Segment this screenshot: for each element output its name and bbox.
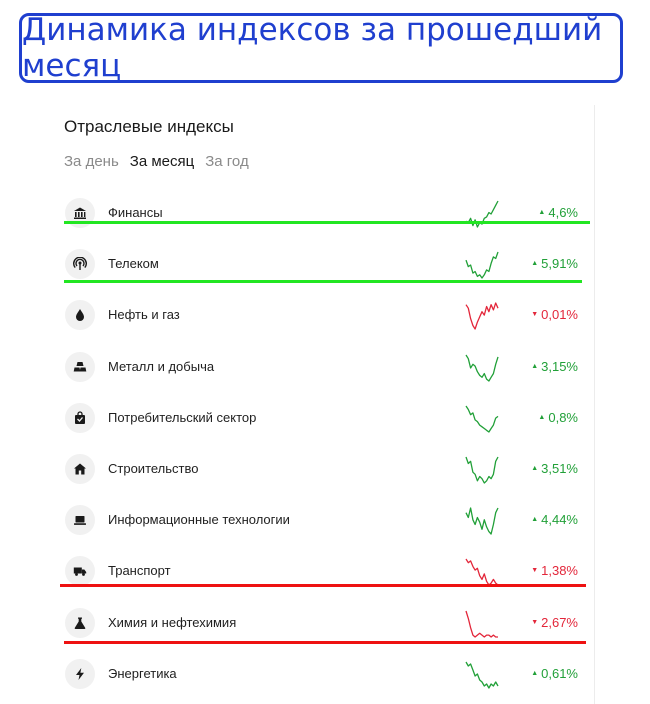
sparkline-line xyxy=(465,200,499,228)
index-row[interactable]: Металл и добыча ▲ 3,15% xyxy=(64,342,594,393)
index-change: ▲ 0,8% xyxy=(538,410,578,425)
sparkline-line xyxy=(465,558,499,586)
indices-list: Финансы ▲ 4,6% Телеком ▲ 5,91% Нефть и газ ▼ 0,0… xyxy=(64,188,594,700)
sparkline-chart xyxy=(465,610,498,638)
index-name[interactable]: Строительство xyxy=(108,460,199,476)
arrow-up-icon: ▲ xyxy=(531,669,539,677)
index-name[interactable]: Нефть и газ xyxy=(108,307,180,323)
arrow-up-icon: ▲ xyxy=(538,209,546,216)
index-name[interactable]: Информационные технологии xyxy=(108,512,290,528)
sparkline-line xyxy=(465,661,499,689)
highlight-line-red-top xyxy=(60,584,586,587)
arrow-down-icon: ▼ xyxy=(531,311,539,319)
change-value: 0,01% xyxy=(541,307,578,323)
index-change: ▲ 3,15% xyxy=(531,359,578,374)
index-name[interactable]: Энергетика xyxy=(108,665,177,681)
change-value: 5,91% xyxy=(541,256,578,272)
change-value: 3,51% xyxy=(541,460,578,476)
tab-day[interactable]: За день xyxy=(64,153,119,170)
change-value: 4,6% xyxy=(548,205,578,220)
index-change: ▲ 4,44% xyxy=(531,512,578,527)
sparkline-chart xyxy=(465,354,499,382)
arrow-up-icon: ▲ xyxy=(538,413,546,421)
change-value: 1,38% xyxy=(541,563,578,579)
sparkline-chart xyxy=(465,558,499,586)
highlight-line-red-bottom xyxy=(64,641,586,644)
title-banner: Динамика индексов за прошедший месяц xyxy=(19,12,623,84)
laptop-icon xyxy=(65,505,95,536)
index-change: ▼ 0,01% xyxy=(531,307,578,322)
panel-divider xyxy=(594,105,595,704)
arrow-down-icon: ▼ xyxy=(531,567,539,575)
truck-icon xyxy=(65,556,95,587)
change-value: 4,44% xyxy=(541,512,578,528)
index-row[interactable]: Нефть и газ ▼ 0,01% xyxy=(64,290,594,341)
sector-indices-panel: Отраслевые индексы За день За месяц За г… xyxy=(64,105,594,704)
index-name[interactable]: Потребительский сектор xyxy=(108,409,257,425)
arrow-up-icon: ▲ xyxy=(531,260,539,268)
sparkline-chart xyxy=(465,302,499,331)
sparkline-chart xyxy=(465,456,499,484)
index-row[interactable]: Химия и нефтехимия ▼ 2,67% xyxy=(64,598,594,649)
index-row[interactable]: Финансы ▲ 4,6% xyxy=(64,188,594,239)
sparkline-chart xyxy=(465,405,499,433)
antenna-icon xyxy=(65,249,95,280)
index-change: ▲ 5,91% xyxy=(531,256,578,271)
sparkline-chart xyxy=(465,661,499,689)
shopping-bag-icon xyxy=(65,402,95,433)
arrow-up-icon: ▲ xyxy=(531,464,539,472)
index-row[interactable]: Энергетика ▲ 0,61% xyxy=(64,649,594,700)
highlight-line-green-bottom xyxy=(64,280,582,283)
sparkline-chart xyxy=(465,251,499,279)
arrow-down-icon: ▼ xyxy=(531,618,539,626)
sparkline-chart xyxy=(465,200,499,228)
index-change: ▼ 2,67% xyxy=(531,615,578,630)
index-change: ▲ 0,61% xyxy=(531,666,578,681)
tab-year[interactable]: За год xyxy=(205,153,249,170)
index-name[interactable]: Химия и нефтехимия xyxy=(108,614,237,630)
period-tabs: За день За месяц За год xyxy=(64,153,249,170)
sparkline-line xyxy=(465,405,499,433)
sparkline-line xyxy=(465,456,499,484)
lightning-icon xyxy=(65,658,95,689)
index-name[interactable]: Финансы xyxy=(108,205,163,220)
sparkline-line xyxy=(465,507,499,535)
index-name[interactable]: Транспорт xyxy=(108,563,171,579)
index-row[interactable]: Информационные технологии ▲ 4,44% xyxy=(64,495,594,546)
index-name[interactable]: Телеком xyxy=(108,256,159,272)
index-row[interactable]: Транспорт ▼ 1,38% xyxy=(64,546,594,597)
banner-title: Динамика индексов за прошедший месяц xyxy=(22,12,603,84)
sparkline-line xyxy=(465,610,498,638)
index-change: ▲ 3,51% xyxy=(531,461,578,476)
ingots-icon xyxy=(65,351,95,382)
index-row[interactable]: Потребительский сектор ▲ 0,8% xyxy=(64,393,594,444)
sparkline-line xyxy=(465,354,499,382)
sparkline-line xyxy=(465,302,499,331)
change-value: 0,61% xyxy=(541,665,578,681)
index-name[interactable]: Металл и добыча xyxy=(108,358,215,374)
index-change: ▲ 4,6% xyxy=(538,205,578,220)
highlight-line-green-top xyxy=(64,221,590,224)
panel-title: Отраслевые индексы xyxy=(64,117,234,136)
change-value: 0,8% xyxy=(548,409,578,425)
arrow-up-icon: ▲ xyxy=(531,362,539,370)
sparkline-line xyxy=(465,251,499,279)
oil-drop-icon xyxy=(65,300,95,331)
house-icon xyxy=(65,453,95,484)
change-value: 3,15% xyxy=(541,358,578,374)
sparkline-chart xyxy=(465,507,499,535)
change-value: 2,67% xyxy=(541,614,578,630)
arrow-up-icon: ▲ xyxy=(531,516,539,524)
flask-icon xyxy=(65,607,95,638)
tab-month[interactable]: За месяц xyxy=(129,153,195,170)
index-row[interactable]: Строительство ▲ 3,51% xyxy=(64,444,594,495)
index-change: ▼ 1,38% xyxy=(531,563,578,578)
index-row[interactable]: Телеком ▲ 5,91% xyxy=(64,239,594,290)
